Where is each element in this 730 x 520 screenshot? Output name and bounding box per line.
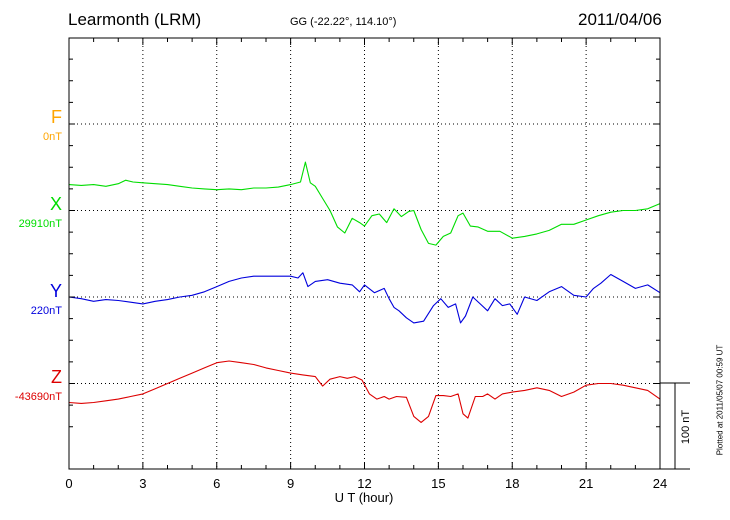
x-tick-label: 12 [357, 476, 371, 491]
plotted-timestamp: Plotted at 2011/05/07 00:59 UT [715, 344, 725, 456]
x-axis-label: U T (hour) [335, 490, 394, 505]
x-tick-label: 21 [579, 476, 593, 491]
series-line-x [68, 161, 661, 246]
series-line-z [68, 360, 661, 423]
series-label-x: X [49, 194, 62, 214]
plot-date: 2011/04/06 [578, 10, 662, 29]
series-label-y: Y [49, 281, 62, 301]
x-tick-label: 9 [287, 476, 294, 491]
scale-bar [660, 382, 690, 470]
series-traces [68, 161, 661, 423]
x-tick-label: 6 [213, 476, 220, 491]
x-tick-label: 18 [505, 476, 519, 491]
x-tick-label: 3 [139, 476, 146, 491]
series-label-z: Z [51, 367, 62, 387]
scale-bar-label: 100 nT [680, 409, 692, 445]
x-tick-label: 24 [653, 476, 667, 491]
series-label-f: F [51, 107, 62, 127]
plot-grid [69, 38, 660, 469]
series-baseline-y: 220nT [30, 305, 62, 317]
x-tick-label: 0 [65, 476, 72, 491]
station-title: Learmonth (LRM) [68, 10, 202, 29]
x-tick-label: 15 [431, 476, 445, 491]
series-baseline-f: 0nT [43, 131, 62, 143]
x-axis-ticks: 0 3 6 9 12 15 18 21 24 [65, 38, 667, 491]
series-baseline-x: 29910nT [18, 218, 62, 230]
series-line-y [68, 272, 661, 324]
series-baseline-z: -43690nT [14, 391, 62, 403]
station-coordinates: GG (-22.22°, 114.10°) [290, 16, 397, 28]
